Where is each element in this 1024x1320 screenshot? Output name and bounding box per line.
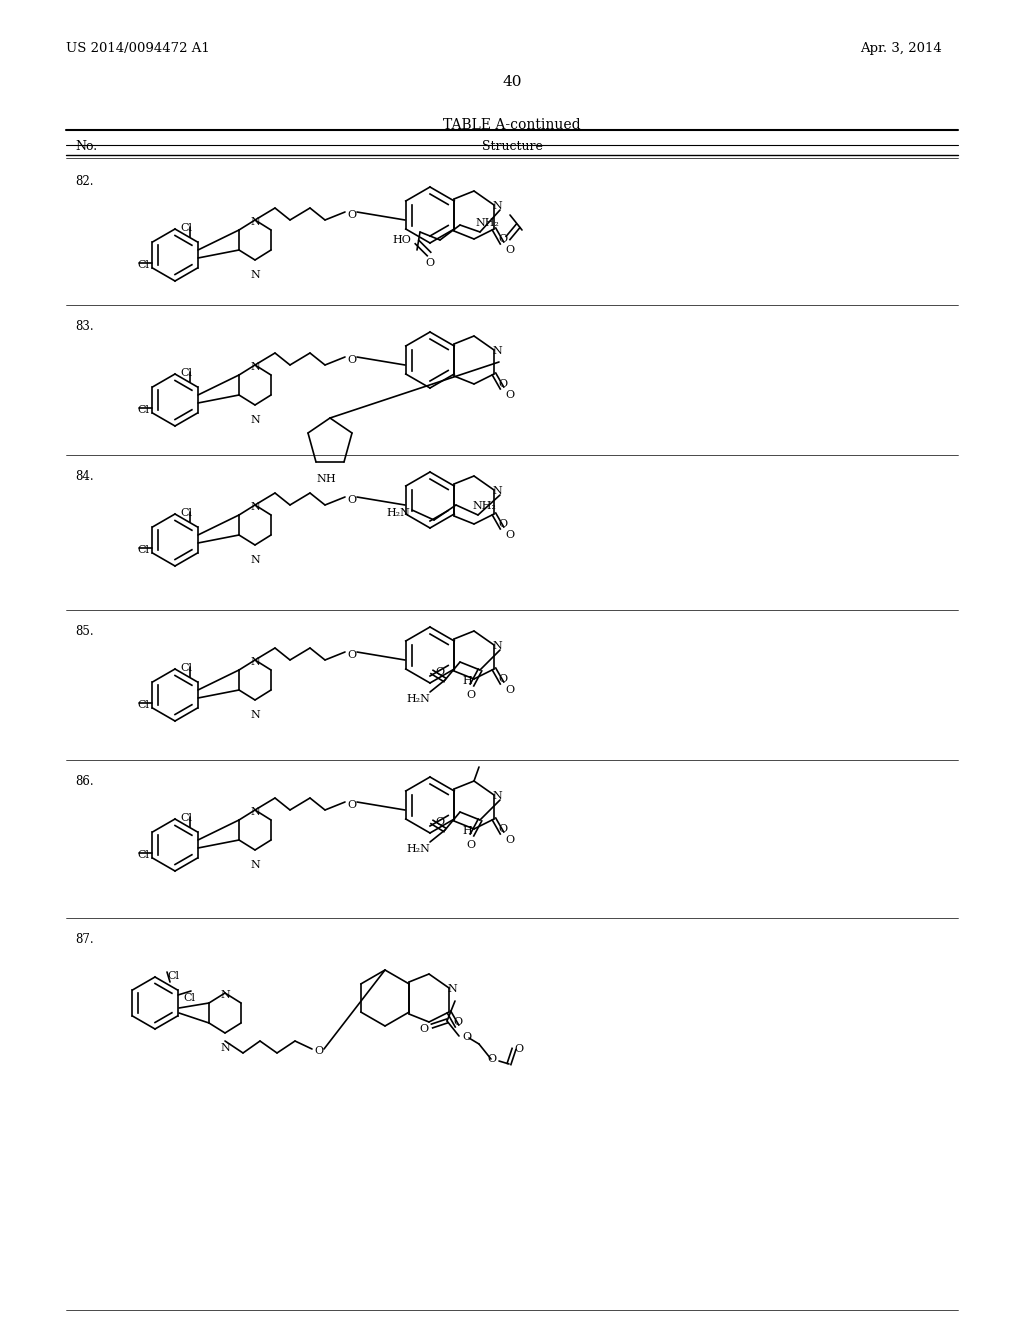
Text: N: N xyxy=(250,657,260,667)
Text: TABLE A-continued: TABLE A-continued xyxy=(443,117,581,132)
Text: NH₂: NH₂ xyxy=(472,502,496,511)
Text: O: O xyxy=(347,800,356,810)
Text: O: O xyxy=(505,389,514,400)
Text: N: N xyxy=(250,710,260,719)
Text: 82.: 82. xyxy=(75,176,93,187)
Text: No.: No. xyxy=(75,140,97,153)
Text: Cl: Cl xyxy=(137,260,150,271)
Text: O: O xyxy=(435,667,444,677)
Text: N: N xyxy=(250,807,260,817)
Text: Cl: Cl xyxy=(180,663,193,673)
Text: N: N xyxy=(250,502,260,512)
Text: H: H xyxy=(462,826,472,836)
Text: Cl: Cl xyxy=(180,368,193,378)
Text: N: N xyxy=(220,990,229,1001)
Text: O: O xyxy=(347,210,356,220)
Text: Cl: Cl xyxy=(183,993,195,1003)
Text: O: O xyxy=(505,531,514,540)
Text: N: N xyxy=(492,791,502,801)
Text: 83.: 83. xyxy=(75,319,93,333)
Text: N: N xyxy=(250,362,260,372)
Text: Cl: Cl xyxy=(137,545,150,554)
Text: Cl: Cl xyxy=(137,700,150,710)
Text: O: O xyxy=(435,817,444,828)
Text: Apr. 3, 2014: Apr. 3, 2014 xyxy=(860,42,942,55)
Text: N: N xyxy=(250,554,260,565)
Text: O: O xyxy=(514,1044,523,1053)
Text: H₂N: H₂N xyxy=(406,694,430,704)
Text: Cl: Cl xyxy=(180,508,193,517)
Text: O: O xyxy=(498,234,507,244)
Text: Cl: Cl xyxy=(137,850,150,861)
Text: O: O xyxy=(314,1045,324,1056)
Text: H₂N: H₂N xyxy=(386,508,410,517)
Text: 84.: 84. xyxy=(75,470,93,483)
Text: H: H xyxy=(462,676,472,686)
Text: O: O xyxy=(505,836,514,845)
Text: O: O xyxy=(466,840,475,850)
Text: O: O xyxy=(462,1032,471,1041)
Text: US 2014/0094472 A1: US 2014/0094472 A1 xyxy=(66,42,210,55)
Text: HO: HO xyxy=(392,235,411,246)
Text: O: O xyxy=(453,1016,462,1027)
Text: O: O xyxy=(347,649,356,660)
Text: N: N xyxy=(220,1043,229,1053)
Text: N: N xyxy=(250,271,260,280)
Text: Cl: Cl xyxy=(167,972,179,981)
Text: NH₂: NH₂ xyxy=(475,218,499,228)
Text: O: O xyxy=(419,1024,428,1034)
Text: N: N xyxy=(492,346,502,356)
Text: Cl: Cl xyxy=(137,405,150,414)
Text: 87.: 87. xyxy=(75,933,93,946)
Text: O: O xyxy=(347,495,356,506)
Text: O: O xyxy=(498,675,507,684)
Text: N: N xyxy=(492,486,502,496)
Text: O: O xyxy=(505,685,514,696)
Text: 85.: 85. xyxy=(75,624,93,638)
Text: N: N xyxy=(250,861,260,870)
Text: O: O xyxy=(498,824,507,834)
Text: Structure: Structure xyxy=(481,140,543,153)
Text: N: N xyxy=(492,642,502,651)
Text: O: O xyxy=(466,690,475,700)
Text: O: O xyxy=(425,257,434,268)
Text: O: O xyxy=(498,379,507,389)
Text: Cl: Cl xyxy=(180,813,193,822)
Text: N: N xyxy=(492,201,502,211)
Text: O: O xyxy=(487,1053,496,1064)
Text: N: N xyxy=(447,983,457,994)
Text: N: N xyxy=(250,414,260,425)
Text: 86.: 86. xyxy=(75,775,93,788)
Text: O: O xyxy=(347,355,356,366)
Text: 40: 40 xyxy=(502,75,522,88)
Text: O: O xyxy=(498,519,507,529)
Text: O: O xyxy=(505,246,514,255)
Text: N: N xyxy=(250,216,260,227)
Text: N: N xyxy=(316,474,326,484)
Text: Cl: Cl xyxy=(180,223,193,234)
Text: H₂N: H₂N xyxy=(406,843,430,854)
Text: H: H xyxy=(325,474,335,484)
